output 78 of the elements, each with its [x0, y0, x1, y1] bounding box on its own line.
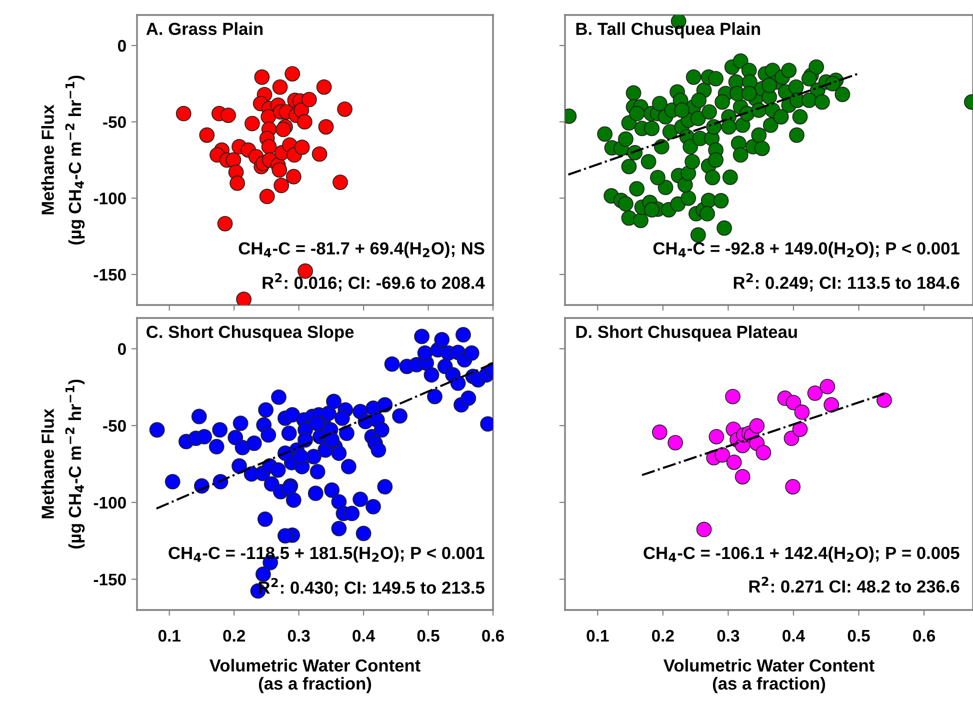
- point: [296, 114, 312, 130]
- point: [708, 428, 724, 444]
- y-tick-label: -100: [94, 496, 126, 509]
- y-tick-label: 0: [118, 343, 126, 355]
- point: [236, 292, 252, 305]
- point: [824, 397, 840, 413]
- point: [244, 116, 260, 132]
- point: [792, 422, 808, 437]
- y-axis-title: Methane Flux (µg CH$_{4}$-C m$^{−2}$ hr$^{−1}$): [41, 380, 85, 548]
- chart-title: B. Tall Chusquea Plain: [576, 22, 760, 38]
- point: [294, 140, 310, 156]
- point: [261, 139, 277, 154]
- point: [786, 394, 802, 410]
- annotation: CH$_{4}$-C = -106.1 + 142.4(H$_{2}$O); P = 0.005: [644, 546, 960, 563]
- x-axis-title: Volumetric Water Content (as a fraction): [664, 658, 874, 694]
- point: [784, 430, 800, 446]
- point: [199, 127, 215, 143]
- x-axis-title: Volumetric Water Content (as a fraction): [210, 658, 420, 694]
- annotation: R$^{2}$: 0.271 CI: 48.2 to 236.6: [749, 576, 960, 593]
- chart-title: D. Short Chusquea Plateau: [576, 325, 797, 342]
- point: [176, 106, 192, 122]
- point: [318, 119, 334, 135]
- x-tick-label: 0.2: [652, 630, 674, 642]
- x-tick-label: 0.1: [586, 630, 609, 642]
- point: [652, 424, 668, 440]
- x-tick-label: 0.5: [848, 630, 870, 642]
- x-tick-label: 0.4: [352, 630, 376, 642]
- point: [876, 392, 892, 408]
- point: [820, 378, 836, 394]
- y-tick-label: 0: [118, 40, 126, 52]
- point: [714, 447, 730, 463]
- point: [217, 216, 233, 232]
- x-tick-label: 0.5: [417, 630, 440, 642]
- point: [696, 522, 712, 538]
- point: [725, 388, 740, 404]
- point: [220, 108, 236, 123]
- point: [301, 92, 317, 108]
- point: [794, 404, 810, 420]
- y-tick-label: -150: [94, 268, 126, 281]
- x-tick-label: 0.6: [913, 630, 936, 642]
- y-tick-label: -100: [94, 192, 126, 204]
- point: [259, 188, 275, 204]
- chart-title: A. Grass Plain: [146, 22, 263, 35]
- point: [274, 178, 290, 194]
- y-tick-label: -50: [103, 116, 126, 128]
- point: [272, 79, 288, 95]
- point: [337, 101, 352, 117]
- point: [332, 174, 348, 190]
- point: [756, 444, 772, 460]
- annotation: CH$_{4}$-C = -92.8 + 149.0(H$_{2}$O); P < 0.001: [653, 242, 960, 258]
- point: [230, 175, 246, 191]
- point: [749, 418, 765, 434]
- point: [734, 469, 750, 484]
- annotation: R$^{2}$: 0.249; CI: 113.5 to 184.6: [734, 273, 960, 292]
- y-axis-title: Methane Flux (µg CH$_{4}$-C m$^{−2}$ hr$^{−1}$): [41, 76, 85, 244]
- x-tick-label: 0.6: [482, 630, 504, 642]
- point: [286, 168, 302, 184]
- annotation: R$^{2}$: 0.016; CI: -69.6 to 208.4: [262, 273, 485, 292]
- point: [807, 385, 823, 401]
- point: [726, 454, 742, 470]
- y-tick-label: -150: [94, 574, 126, 586]
- x-tick-label: 0.3: [717, 630, 740, 642]
- point: [668, 434, 684, 450]
- point: [254, 69, 270, 85]
- point: [316, 79, 332, 95]
- point: [312, 146, 328, 162]
- point: [785, 479, 801, 494]
- annotation: CH$_{4}$-C = -81.7 + 69.4(H$_{2}$O); NS: [238, 242, 484, 258]
- chart-title: C. Short Chusquea Slope: [146, 325, 354, 342]
- x-tick-label: 0.4: [782, 630, 805, 642]
- annotation: CH$_{4}$-C = -118.5 + 181.5(H$_{2}$O); P < 0.001: [168, 546, 484, 563]
- y-tick-label: -50: [103, 420, 126, 432]
- annotation: R$^{2}$: 0.430; CI: 149.5 to 213.5: [258, 578, 484, 596]
- point: [272, 162, 288, 178]
- x-tick-label: 0.1: [158, 630, 180, 642]
- x-tick-label: 0.3: [288, 630, 310, 642]
- x-tick-label: 0.2: [223, 630, 246, 642]
- point: [284, 66, 300, 82]
